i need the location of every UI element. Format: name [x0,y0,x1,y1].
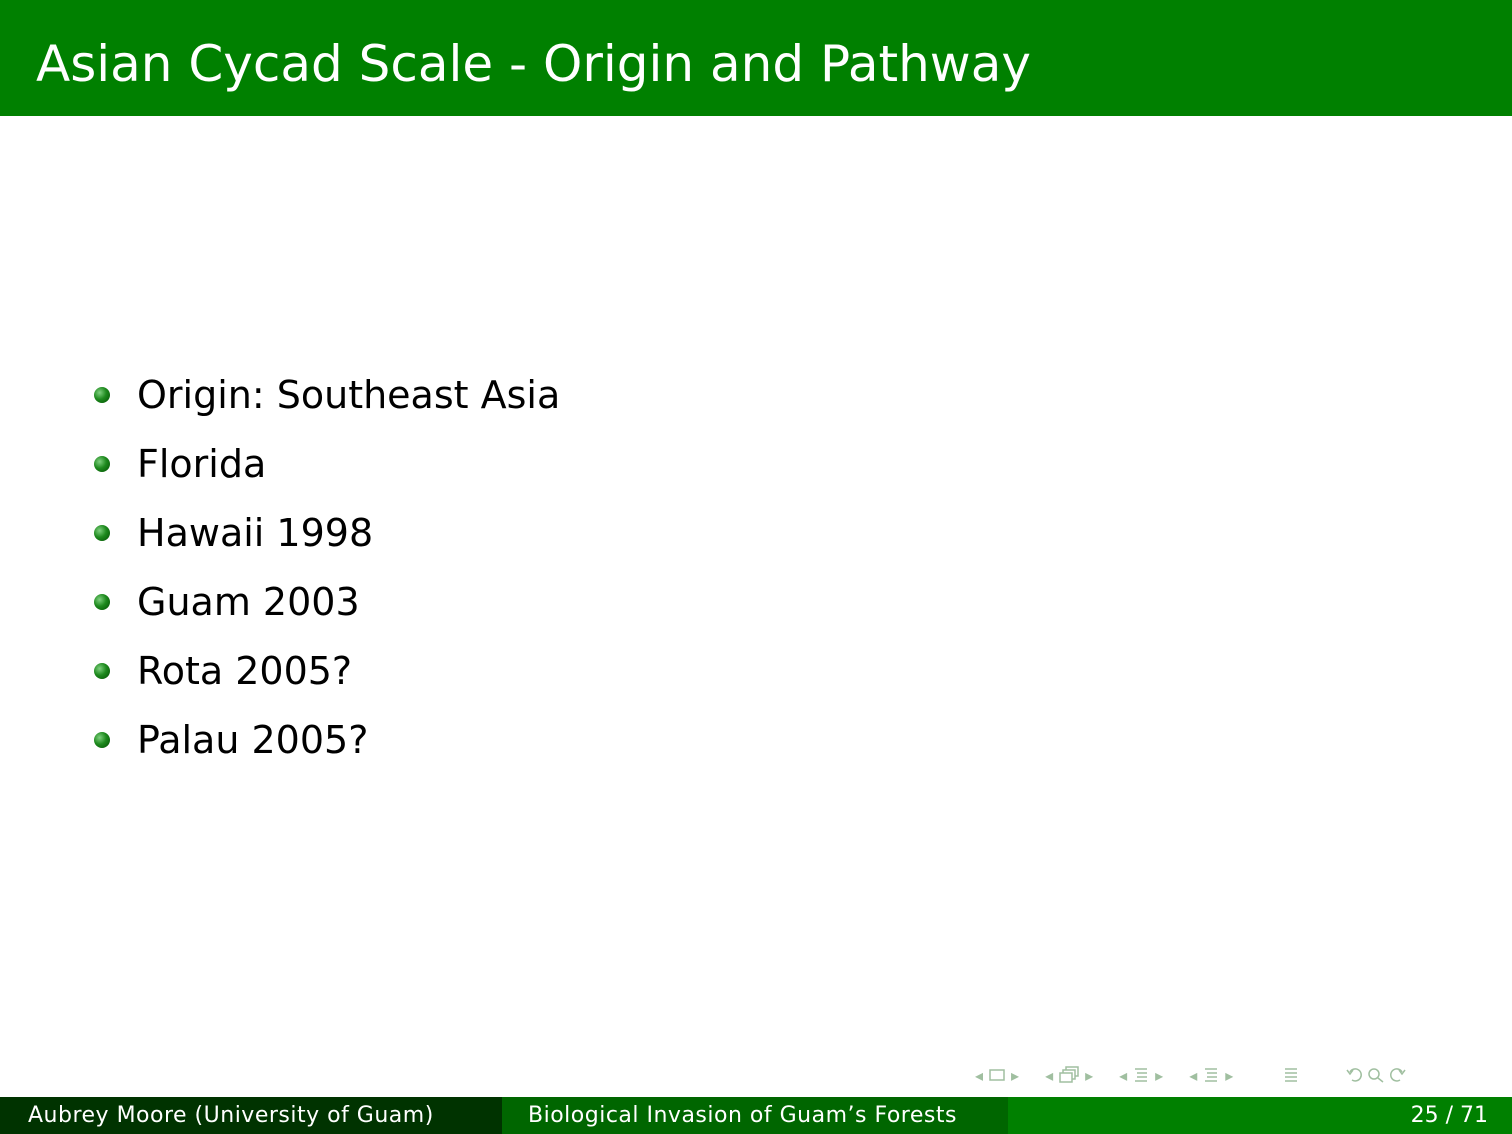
subsection-icon[interactable] [1058,1066,1080,1084]
bullet-icon [94,455,110,472]
bullet-icon [94,731,110,748]
nav-right-icon[interactable]: ▸ [1085,1065,1094,1085]
list-item: Guam 2003 [94,567,560,636]
list-item: Florida [94,429,560,498]
section-nav: ◂ ▸ [1114,1066,1168,1085]
nav-right-icon[interactable]: ▸ [1225,1065,1234,1085]
list-item: Rota 2005? [94,636,560,705]
bullet-text: Rota 2005? [137,648,353,693]
bullet-text: Guam 2003 [137,579,360,624]
bullet-icon [94,524,110,541]
bullet-text: Florida [137,441,267,486]
list-item: Hawaii 1998 [94,498,560,567]
search-icon[interactable] [1366,1066,1386,1084]
footer-author: Aubrey Moore (University of Guam) [0,1097,502,1134]
bullet-icon [94,386,110,403]
toc-nav [1282,1066,1300,1084]
subsection-nav: ◂ ▸ [1040,1066,1098,1085]
footer-page-number: 25 / 71 [1008,1097,1512,1134]
title-bar: Asian Cycad Scale - Origin and Pathway [0,0,1512,116]
slide-title: Asian Cycad Scale - Origin and Pathway [36,35,1031,93]
list-item: Origin: Southeast Asia [94,360,560,429]
bullet-text: Origin: Southeast Asia [137,372,561,417]
nav-left-icon[interactable]: ◂ [1045,1065,1054,1085]
bullet-icon [94,662,110,679]
nav-right-icon[interactable]: ▸ [1155,1065,1164,1085]
nav-left-icon[interactable]: ◂ [1189,1065,1198,1085]
toc-icon[interactable] [1282,1066,1300,1084]
bullet-icon [94,593,110,610]
search-nav [1346,1066,1406,1084]
frame-nav: ◂ ▸ [970,1066,1024,1085]
nav-left-icon[interactable]: ◂ [975,1065,984,1085]
bullet-list: Origin: Southeast Asia Florida Hawaii 19… [94,360,560,774]
redo-icon[interactable] [1386,1066,1406,1084]
beamer-navigation: ◂ ▸ ◂ ▸ ◂ ▸ ◂ ▸ [970,1062,1422,1088]
section-icon[interactable] [1202,1066,1220,1084]
bullet-text: Palau 2005? [137,717,369,762]
list-item: Palau 2005? [94,705,560,774]
undo-icon[interactable] [1346,1066,1366,1084]
nav-left-icon[interactable]: ◂ [1119,1065,1128,1085]
frame-icon[interactable] [988,1067,1006,1083]
footer-presentation-title: Biological Invasion of Guam’s Forests [502,1097,1008,1134]
document-nav: ◂ ▸ [1184,1066,1238,1085]
section-icon[interactable] [1132,1066,1150,1084]
nav-right-icon[interactable]: ▸ [1011,1065,1020,1085]
bullet-text: Hawaii 1998 [137,510,374,555]
footer: Aubrey Moore (University of Guam) Biolog… [0,1097,1512,1134]
